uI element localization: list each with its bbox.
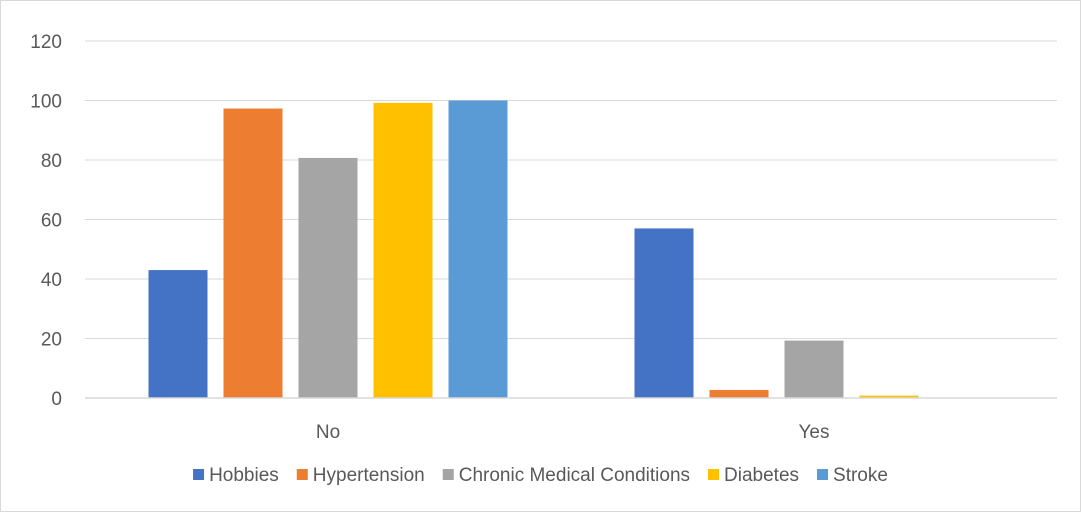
- legend-label: Hypertension: [313, 465, 425, 486]
- bar-diabetes-yes: [859, 395, 919, 398]
- bar-stroke-no: [448, 100, 508, 398]
- y-tick-label: 100: [30, 92, 62, 113]
- y-tick-label: 120: [30, 32, 62, 53]
- bars: [148, 100, 919, 398]
- legend-swatch-hobbies: [193, 469, 205, 480]
- bar-diabetes-no: [373, 102, 433, 398]
- bar-hypertension-yes: [709, 389, 769, 398]
- x-tick-label: No: [316, 422, 340, 443]
- legend-swatch-stroke: [817, 469, 829, 480]
- y-tick-label: 20: [41, 330, 62, 351]
- legend-swatch-diabetes: [708, 469, 720, 480]
- y-tick-label: 0: [51, 389, 62, 410]
- axes: 0 20 40 60 80 100 120 No Yes: [30, 32, 1057, 443]
- legend-swatch-chronic-medical-conditions: [442, 469, 454, 480]
- y-tick-label: 80: [41, 151, 62, 172]
- legend-swatch-hypertension: [296, 469, 308, 480]
- legend-label: Chronic Medical Conditions: [459, 465, 690, 486]
- legend-label: Diabetes: [724, 465, 799, 486]
- bar-hobbies-yes: [634, 228, 694, 398]
- x-tick-label: Yes: [799, 422, 830, 443]
- bar-hobbies-no: [148, 270, 208, 398]
- bar-chronic-medical-conditions-yes: [784, 340, 844, 398]
- legend: Hobbies Hypertension Chronic Medical Condi…: [193, 465, 888, 486]
- y-tick-label: 40: [41, 270, 62, 291]
- bar-chronic-medical-conditions-no: [298, 157, 358, 398]
- y-tick-label: 60: [41, 211, 62, 232]
- legend-label: Hobbies: [209, 465, 279, 486]
- legend-label: Stroke: [833, 465, 888, 486]
- bar-hypertension-no: [223, 108, 283, 398]
